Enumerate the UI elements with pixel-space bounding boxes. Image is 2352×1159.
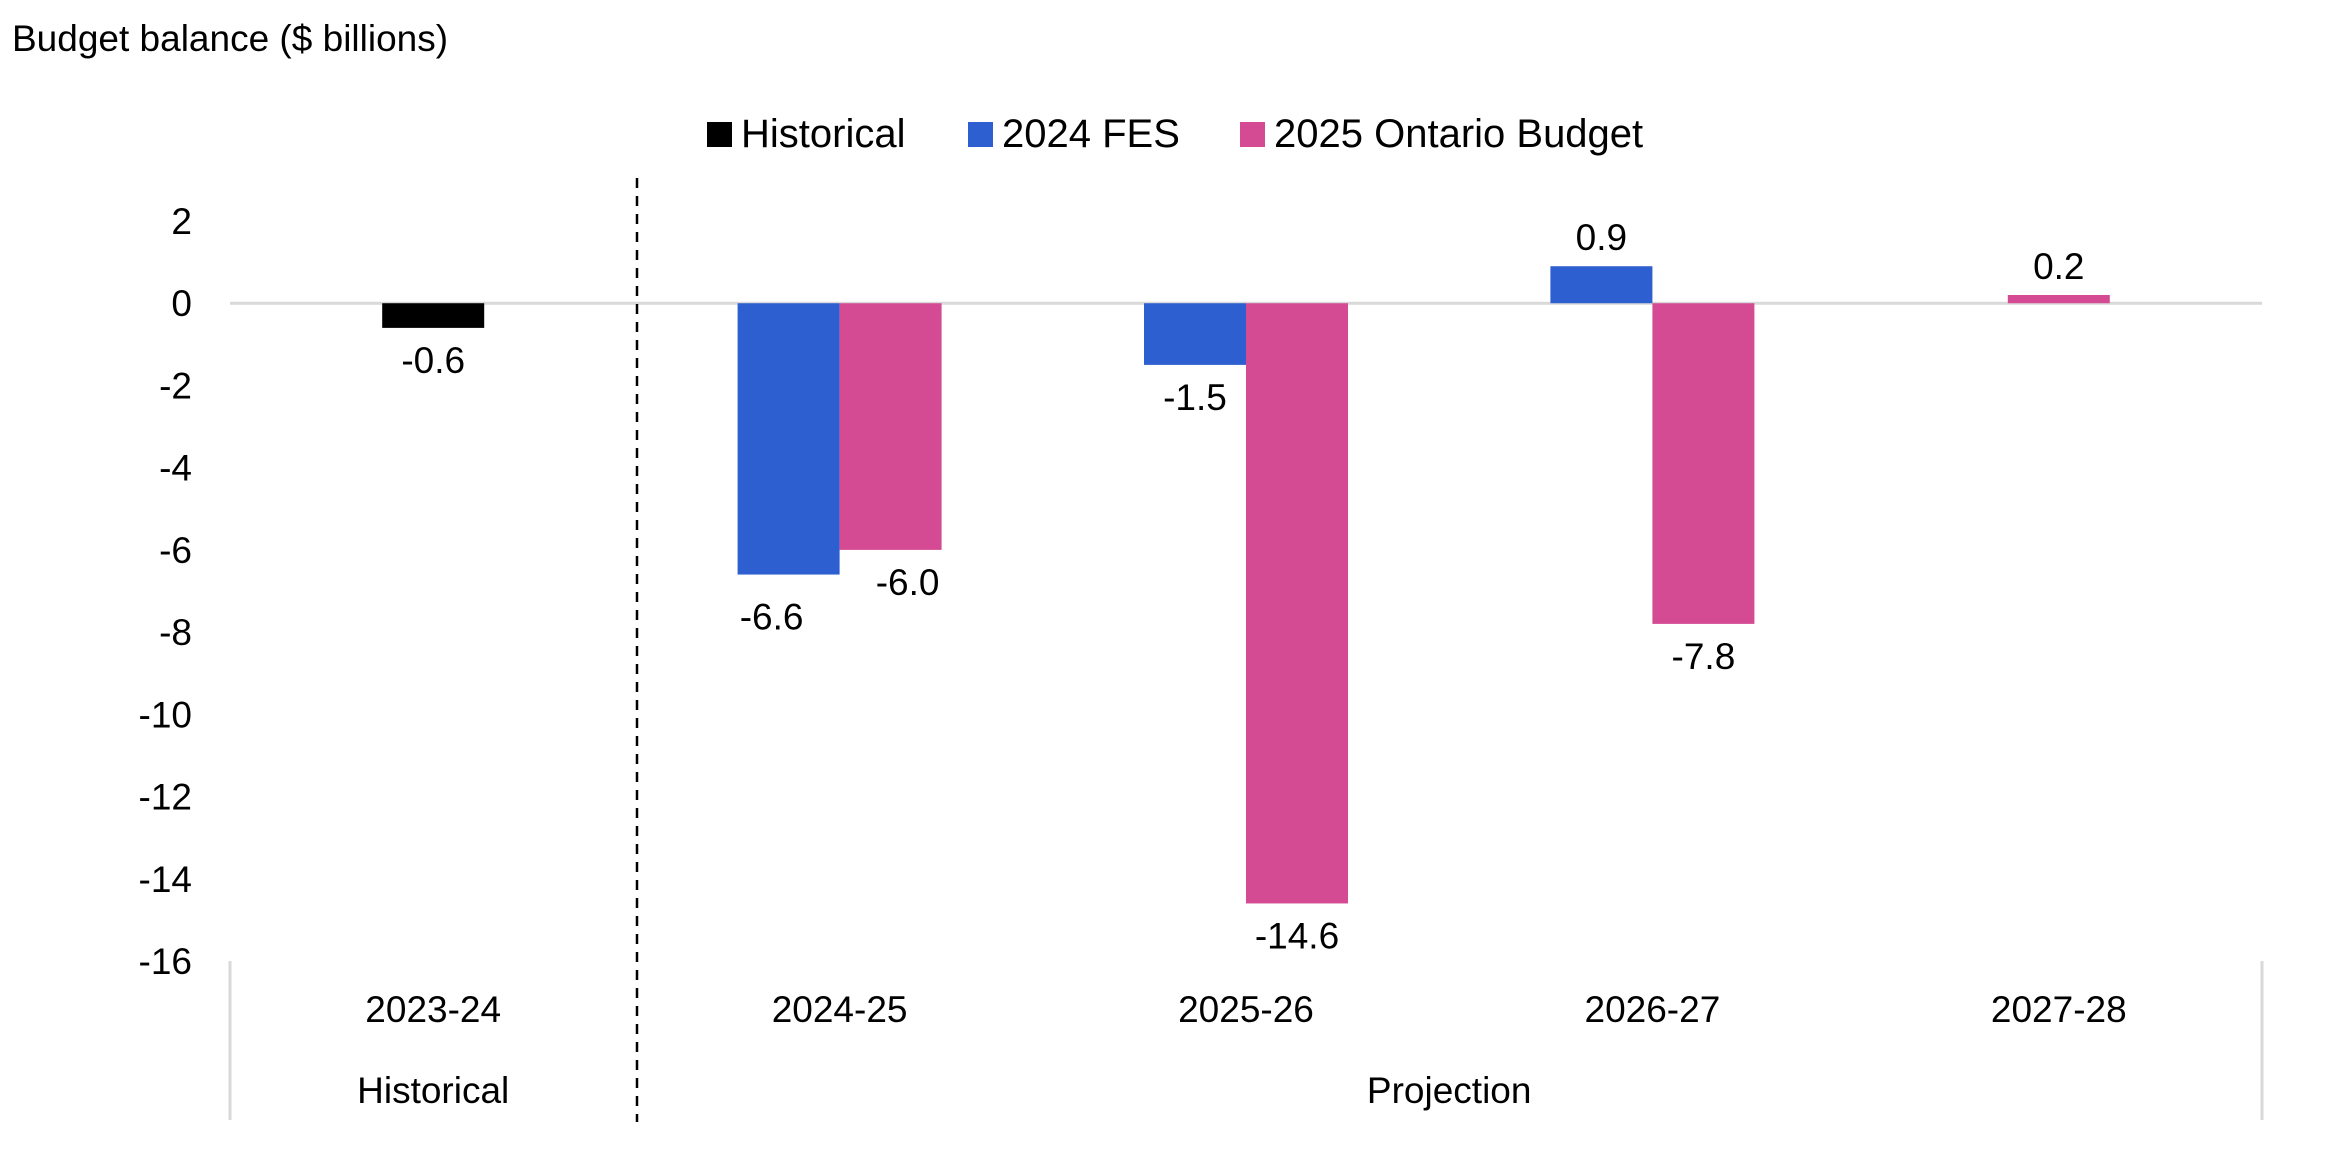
x-tick-label-2026-27: 2026-27 (1585, 989, 1721, 1030)
bar-2025-ontario-budget-2024-25 (839, 303, 942, 550)
bar-2024-fes-2025-26 (1144, 303, 1246, 365)
legend-swatch-2025-ontario-budget (1240, 122, 1265, 147)
data-label-2025-ontario-budget-2025-26: -14.6 (1255, 915, 1339, 956)
y-tick-label: -14 (139, 859, 192, 900)
bar-2025-ontario-budget-2026-27 (1652, 303, 1755, 624)
y-tick-label: 2 (171, 201, 192, 242)
x-axis-group-labels: Historical Projection (357, 1070, 1531, 1111)
bar-2024-fes-2026-27 (1550, 266, 1653, 304)
y-tick-label: 0 (171, 283, 192, 324)
y-tick-label: -2 (159, 365, 192, 406)
legend-item-2024-fes: 2024 FES (968, 112, 1180, 156)
x-tick-label-2023-24: 2023-24 (365, 989, 501, 1030)
data-label-2024-fes-2024-25: -6.6 (740, 597, 804, 638)
y-tick-label: -10 (139, 694, 192, 735)
legend-label-2024-fes: 2024 FES (1002, 112, 1180, 156)
data-label-2025-ontario-budget-2027-28: 0.2 (2033, 246, 2084, 287)
data-label-2024-fes-2026-27: 0.9 (1576, 217, 1627, 258)
data-labels: -0.6 -6.6 -6.0 -1.5 -14.6 0.9 -7.8 0.2 (401, 217, 2084, 956)
legend: Historical 2024 FES 2025 Ontario Budget (707, 112, 1643, 156)
bars (382, 266, 2110, 904)
x-tick-label-2025-26: 2025-26 (1178, 989, 1314, 1030)
x-tick-label-2027-28: 2027-28 (1991, 989, 2127, 1030)
y-tick-label: -12 (139, 777, 192, 818)
data-label-2024-fes-2025-26: -1.5 (1163, 377, 1227, 418)
group-label-historical: Historical (357, 1070, 509, 1111)
data-label-2025-ontario-budget-2026-27: -7.8 (1672, 636, 1736, 677)
y-tick-label: -16 (139, 941, 192, 982)
legend-item-historical: Historical (707, 112, 905, 156)
legend-label-historical: Historical (741, 112, 905, 156)
y-axis-title: Budget balance ($ billions) (12, 18, 448, 59)
bar-2025-ontario-budget-2027-28 (2007, 295, 2110, 304)
bar-2025-ontario-budget-2025-26 (1246, 303, 1348, 904)
x-axis-tick-labels: 2023-24 2024-25 2025-26 2026-27 2027-28 (365, 989, 2126, 1030)
legend-item-2025-ontario-budget: 2025 Ontario Budget (1240, 112, 1643, 156)
legend-label-2025-ontario-budget: 2025 Ontario Budget (1274, 112, 1643, 156)
bar-historical-2023-24 (382, 303, 485, 328)
x-tick-label-2024-25: 2024-25 (772, 989, 908, 1030)
y-axis-tick-labels: 2 0 -2 -4 -6 -8 -10 -12 -14 -16 (139, 201, 192, 982)
y-tick-label: -6 (159, 530, 192, 571)
legend-swatch-2024-fes (968, 122, 993, 147)
data-label-2025-ontario-budget-2024-25: -6.0 (876, 562, 940, 603)
y-tick-label: -8 (159, 612, 192, 653)
bar-2024-fes-2024-25 (737, 303, 840, 575)
legend-swatch-historical (707, 122, 732, 147)
group-label-projection: Projection (1367, 1070, 1532, 1111)
data-label-historical-2023-24: -0.6 (401, 340, 465, 381)
y-tick-label: -4 (159, 448, 192, 489)
